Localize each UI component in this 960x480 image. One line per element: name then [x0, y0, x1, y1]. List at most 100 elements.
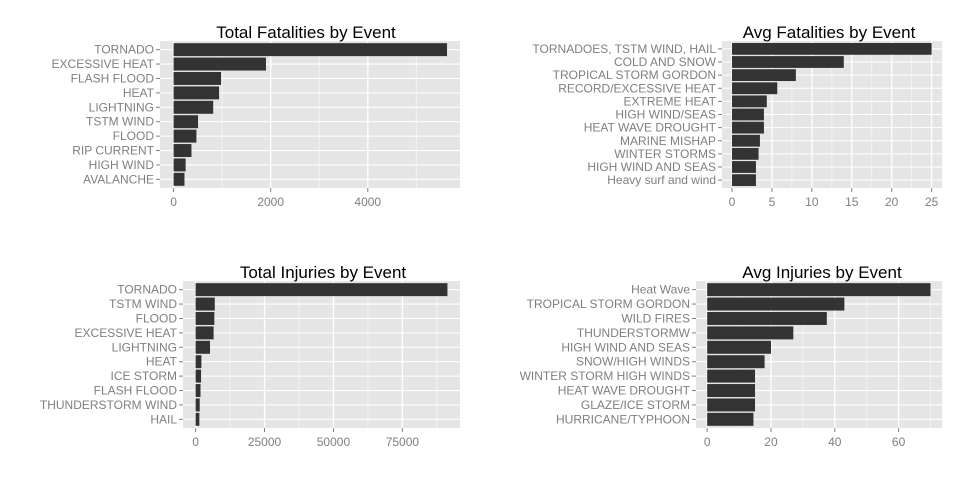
x-tick-label: 2000 — [257, 195, 284, 209]
bar — [173, 144, 192, 158]
category-label: HEAT WAVE DROUGHT — [584, 121, 717, 135]
chart-title: Avg Fatalities by Event — [743, 23, 916, 42]
bar — [731, 108, 764, 121]
bar — [195, 326, 214, 340]
category-label: COLD AND SNOW — [614, 55, 717, 69]
bar — [195, 340, 211, 354]
category-label: TORNADO — [117, 283, 177, 297]
x-tick-label: 0 — [704, 435, 711, 449]
bar — [195, 297, 215, 311]
x-tick-label: 40 — [828, 435, 842, 449]
bar — [731, 147, 759, 160]
category-label: FLOOD — [113, 129, 155, 143]
x-tick-label: 0 — [729, 195, 736, 209]
x-tick-label: 0 — [192, 435, 199, 449]
category-label: WINTER STORM HIGH WINDS — [520, 369, 690, 383]
bar — [173, 86, 220, 100]
x-tick-label: 4000 — [354, 195, 381, 209]
category-label: HIGH WIND — [89, 158, 155, 172]
bar — [173, 71, 222, 85]
bar — [731, 95, 767, 108]
category-label: TSTM WIND — [109, 297, 177, 311]
category-label: TSTM WIND — [86, 115, 154, 129]
bar — [173, 115, 199, 129]
category-label: HIGH WIND AND SEAS — [587, 160, 716, 174]
plot-panel — [183, 281, 460, 428]
x-tick-label: 60 — [892, 435, 906, 449]
bar — [707, 297, 845, 311]
bar — [731, 134, 760, 147]
x-tick-label: 50000 — [317, 435, 351, 449]
category-label: HIGH WIND/SEAS — [615, 108, 716, 122]
bar — [173, 129, 197, 143]
bar — [195, 398, 200, 412]
category-label: THUNDERSTORMW — [577, 326, 691, 340]
bar — [731, 69, 796, 82]
bar — [731, 121, 764, 134]
bar — [707, 384, 756, 398]
x-tick-label: 15 — [845, 195, 859, 209]
bar — [173, 57, 266, 71]
category-label: EXCESSIVE HEAT — [52, 57, 155, 71]
category-label: SNOW/HIGH WINDS — [576, 355, 690, 369]
bar — [707, 283, 931, 297]
category-label: GLAZE/ICE STORM — [581, 398, 690, 412]
category-label: HEAT — [123, 86, 155, 100]
category-label: THUNDERSTORM WIND — [40, 398, 177, 412]
x-tick-label: 25 — [925, 195, 939, 209]
category-label: HURRICANE/TYPHOON — [556, 412, 690, 426]
category-label: TROPICAL STORM GORDON — [527, 297, 690, 311]
category-label: LIGHTNING — [89, 100, 154, 114]
bar — [173, 100, 214, 114]
x-tick-label: 75000 — [386, 435, 420, 449]
category-label: HIGH WIND AND SEAS — [561, 340, 690, 354]
bar — [731, 82, 778, 95]
bar — [195, 355, 202, 369]
bar — [195, 369, 202, 383]
bar — [731, 161, 756, 173]
category-label: WINTER STORMS — [614, 147, 716, 161]
bar — [707, 311, 827, 325]
category-label: Heat Wave — [631, 283, 690, 297]
category-label: FLASH FLOOD — [94, 384, 178, 398]
bar — [195, 384, 201, 398]
category-label: LIGHTNING — [112, 340, 177, 354]
category-label: FLOOD — [136, 311, 178, 325]
category-label: HEAT WAVE DROUGHT — [558, 384, 691, 398]
bar — [731, 56, 844, 68]
category-label: HAIL — [150, 412, 177, 426]
category-label: AVALANCHE — [83, 172, 154, 186]
category-label: WILD FIRES — [621, 311, 690, 325]
bar — [195, 412, 200, 426]
bar — [707, 412, 754, 426]
bar — [173, 172, 185, 186]
x-tick-label: 25000 — [248, 435, 282, 449]
category-label: EXTREME HEAT — [624, 94, 717, 108]
bar — [731, 174, 756, 187]
bar — [173, 158, 186, 172]
bar — [707, 369, 756, 383]
x-tick-label: 0 — [170, 195, 177, 209]
category-label: TROPICAL STORM GORDON — [553, 68, 716, 82]
category-label: TORNADO — [94, 43, 154, 57]
category-label: RIP CURRENT — [72, 144, 154, 158]
category-label: FLASH FLOOD — [71, 71, 155, 85]
category-label: RECORD/EXCESSIVE HEAT — [558, 81, 716, 95]
chart-title: Total Fatalities by Event — [216, 23, 396, 42]
x-tick-label: 10 — [805, 195, 819, 209]
chart-title: Avg Injuries by Event — [742, 263, 902, 282]
category-label: HEAT — [146, 355, 178, 369]
category-label: TORNADOES, TSTM WIND, HAIL — [532, 42, 716, 56]
category-label: Heavy surf and wind — [607, 173, 716, 187]
bar — [707, 340, 771, 354]
x-tick-label: 5 — [769, 195, 776, 209]
category-label: EXCESSIVE HEAT — [75, 326, 178, 340]
x-tick-label: 20 — [764, 435, 778, 449]
bar — [707, 355, 765, 369]
category-label: MARINE MISHAP — [620, 134, 716, 148]
